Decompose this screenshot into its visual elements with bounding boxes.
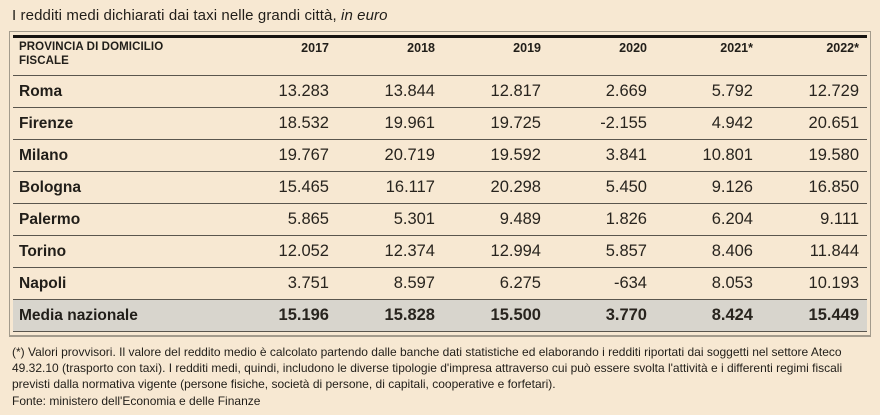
total-cell-2020: 3.770 xyxy=(548,299,655,333)
row-label: Milano xyxy=(13,139,231,173)
cell-value: 2.669 xyxy=(548,75,655,109)
cell-value: 6.275 xyxy=(442,267,549,301)
header-cell-year-2021: 2021* xyxy=(654,34,761,77)
total-cell-2019: 15.500 xyxy=(442,299,549,333)
row-label: Napoli xyxy=(13,267,231,301)
cell-value: 20.651 xyxy=(760,107,867,141)
cell-value: 12.994 xyxy=(442,235,549,269)
table-frame: PROVINCIA DI DOMICILIO FISCALE 2017 2018… xyxy=(9,31,871,338)
cell-value: 19.592 xyxy=(442,139,549,173)
cell-value: 3.841 xyxy=(548,139,655,173)
table-header: PROVINCIA DI DOMICILIO FISCALE 2017 2018… xyxy=(13,34,867,77)
table-header-row: PROVINCIA DI DOMICILIO FISCALE 2017 2018… xyxy=(13,34,867,77)
cell-value: -2.155 xyxy=(548,107,655,141)
cell-value: 15.465 xyxy=(230,171,337,205)
row-label: Roma xyxy=(13,75,231,109)
row-label: Palermo xyxy=(13,203,231,237)
cell-value: 5.865 xyxy=(230,203,337,237)
cell-value: 4.942 xyxy=(654,107,761,141)
header-cell-year-2018: 2018 xyxy=(336,34,443,77)
cell-value: 12.052 xyxy=(230,235,337,269)
table-footer: Media nazionale 15.196 15.828 15.500 3.7… xyxy=(13,299,867,333)
header-cell-year-2020: 2020 xyxy=(548,34,655,77)
row-label: Firenze xyxy=(13,107,231,141)
footnote: (*) Valori provvisori. Il valore del red… xyxy=(12,345,868,409)
header-cell-year-2022: 2022* xyxy=(760,34,867,77)
cell-value: 19.725 xyxy=(442,107,549,141)
header-province-line1: PROVINCIA DI DOMICILIO xyxy=(19,41,164,53)
cell-value: 16.117 xyxy=(336,171,443,205)
cell-value: 13.283 xyxy=(230,75,337,109)
cell-value: 10.801 xyxy=(654,139,761,173)
cell-value: 19.580 xyxy=(760,139,867,173)
cell-value: -634 xyxy=(548,267,655,301)
total-row-label: Media nazionale xyxy=(13,299,231,333)
cell-value: 9.489 xyxy=(442,203,549,237)
cell-value: 16.850 xyxy=(760,171,867,205)
cell-value: 12.374 xyxy=(336,235,443,269)
page-title-text: I redditi medi dichiarati dai taxi nelle… xyxy=(12,7,337,24)
header-cell-year-2019: 2019 xyxy=(442,34,549,77)
cell-value: 8.053 xyxy=(654,267,761,301)
page-title: I redditi medi dichiarati dai taxi nelle… xyxy=(12,7,871,24)
cell-value: 11.844 xyxy=(760,235,867,269)
table-row: Palermo 5.865 5.301 9.489 1.826 6.204 9.… xyxy=(13,203,867,237)
cell-value: 8.597 xyxy=(336,267,443,301)
table-row: Firenze 18.532 19.961 19.725 -2.155 4.94… xyxy=(13,107,867,141)
total-cell-2018: 15.828 xyxy=(336,299,443,333)
table-row: Napoli 3.751 8.597 6.275 -634 8.053 10.1… xyxy=(13,267,867,301)
row-label: Torino xyxy=(13,235,231,269)
total-row: Media nazionale 15.196 15.828 15.500 3.7… xyxy=(13,299,867,333)
table-row: Roma 13.283 13.844 12.817 2.669 5.792 12… xyxy=(13,75,867,109)
cell-value: 5.301 xyxy=(336,203,443,237)
table-body: Roma 13.283 13.844 12.817 2.669 5.792 12… xyxy=(13,75,867,301)
table-row: Milano 19.767 20.719 19.592 3.841 10.801… xyxy=(13,139,867,173)
cell-value: 6.204 xyxy=(654,203,761,237)
footnote-source: Fonte: ministero dell'Economia e delle F… xyxy=(12,393,261,408)
header-cell-province: PROVINCIA DI DOMICILIO FISCALE xyxy=(13,34,231,77)
cell-value: 3.751 xyxy=(230,267,337,301)
cell-value: 10.193 xyxy=(760,267,867,301)
cell-value: 9.111 xyxy=(760,203,867,237)
cell-value: 8.406 xyxy=(654,235,761,269)
page-title-unit: in euro xyxy=(341,7,388,24)
cell-value: 12.817 xyxy=(442,75,549,109)
cell-value: 19.961 xyxy=(336,107,443,141)
cell-value: 5.792 xyxy=(654,75,761,109)
data-table: PROVINCIA DI DOMICILIO FISCALE 2017 2018… xyxy=(13,34,867,333)
header-cell-year-2017: 2017 xyxy=(230,34,337,77)
cell-value: 5.857 xyxy=(548,235,655,269)
cell-value: 9.126 xyxy=(654,171,761,205)
table-row: Bologna 15.465 16.117 20.298 5.450 9.126… xyxy=(13,171,867,205)
total-cell-2021: 8.424 xyxy=(654,299,761,333)
cell-value: 19.767 xyxy=(230,139,337,173)
cell-value: 18.532 xyxy=(230,107,337,141)
row-label: Bologna xyxy=(13,171,231,205)
cell-value: 5.450 xyxy=(548,171,655,205)
cell-value: 20.298 xyxy=(442,171,549,205)
header-province-line2: FISCALE xyxy=(19,54,69,67)
cell-value: 1.826 xyxy=(548,203,655,237)
total-cell-2022: 15.449 xyxy=(760,299,867,333)
cell-value: 12.729 xyxy=(760,75,867,109)
table-row: Torino 12.052 12.374 12.994 5.857 8.406 … xyxy=(13,235,867,269)
cell-value: 13.844 xyxy=(336,75,443,109)
total-cell-2017: 15.196 xyxy=(230,299,337,333)
cell-value: 20.719 xyxy=(336,139,443,173)
footnote-note: (*) Valori provvisori. Il valore del red… xyxy=(12,345,843,391)
